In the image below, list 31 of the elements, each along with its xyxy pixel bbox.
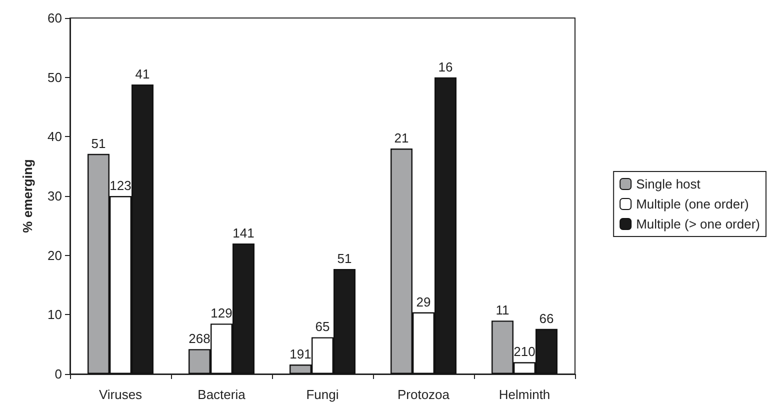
y-tick-label: 50 [48,70,62,85]
annotation: 141 [232,225,254,240]
annotation: 29 [416,294,431,310]
y-tick-label: 20 [48,248,62,263]
annotation: 210 [514,344,536,360]
annotation: 11 [496,302,510,318]
legend-label: Single host [636,176,701,192]
annotation: 51 [91,136,106,151]
annotation: 51 [337,250,352,266]
x-tick-label: Viruses [98,387,143,402]
y-tick-label: 40 [48,129,62,144]
y-tick-label: 60 [48,10,62,26]
annotation: 65 [315,319,330,334]
annotation: 41 [135,66,150,82]
annotation: 268 [188,331,210,346]
annotation: 16 [438,59,453,74]
x-tick-label: Fungi [306,387,339,402]
x-tick-label: Helminth [498,387,550,402]
annotation: 123 [110,178,132,193]
annotation: 66 [539,310,554,326]
y-tick-label: 10 [48,307,62,322]
x-tick-label: Bacteria [198,387,246,402]
annotation: 129 [210,306,232,321]
legend-label: Multiple (one order) [636,196,749,212]
legend-label: Multiple (> one order) [636,216,760,232]
annotation: 21 [394,130,409,146]
x-tick-label: Protozoa [397,387,450,402]
y-axis-title: % emerging [20,159,35,233]
annotation: 191 [290,346,312,362]
y-tick-label: 30 [48,188,62,204]
y-tick-label: 0 [54,366,62,382]
